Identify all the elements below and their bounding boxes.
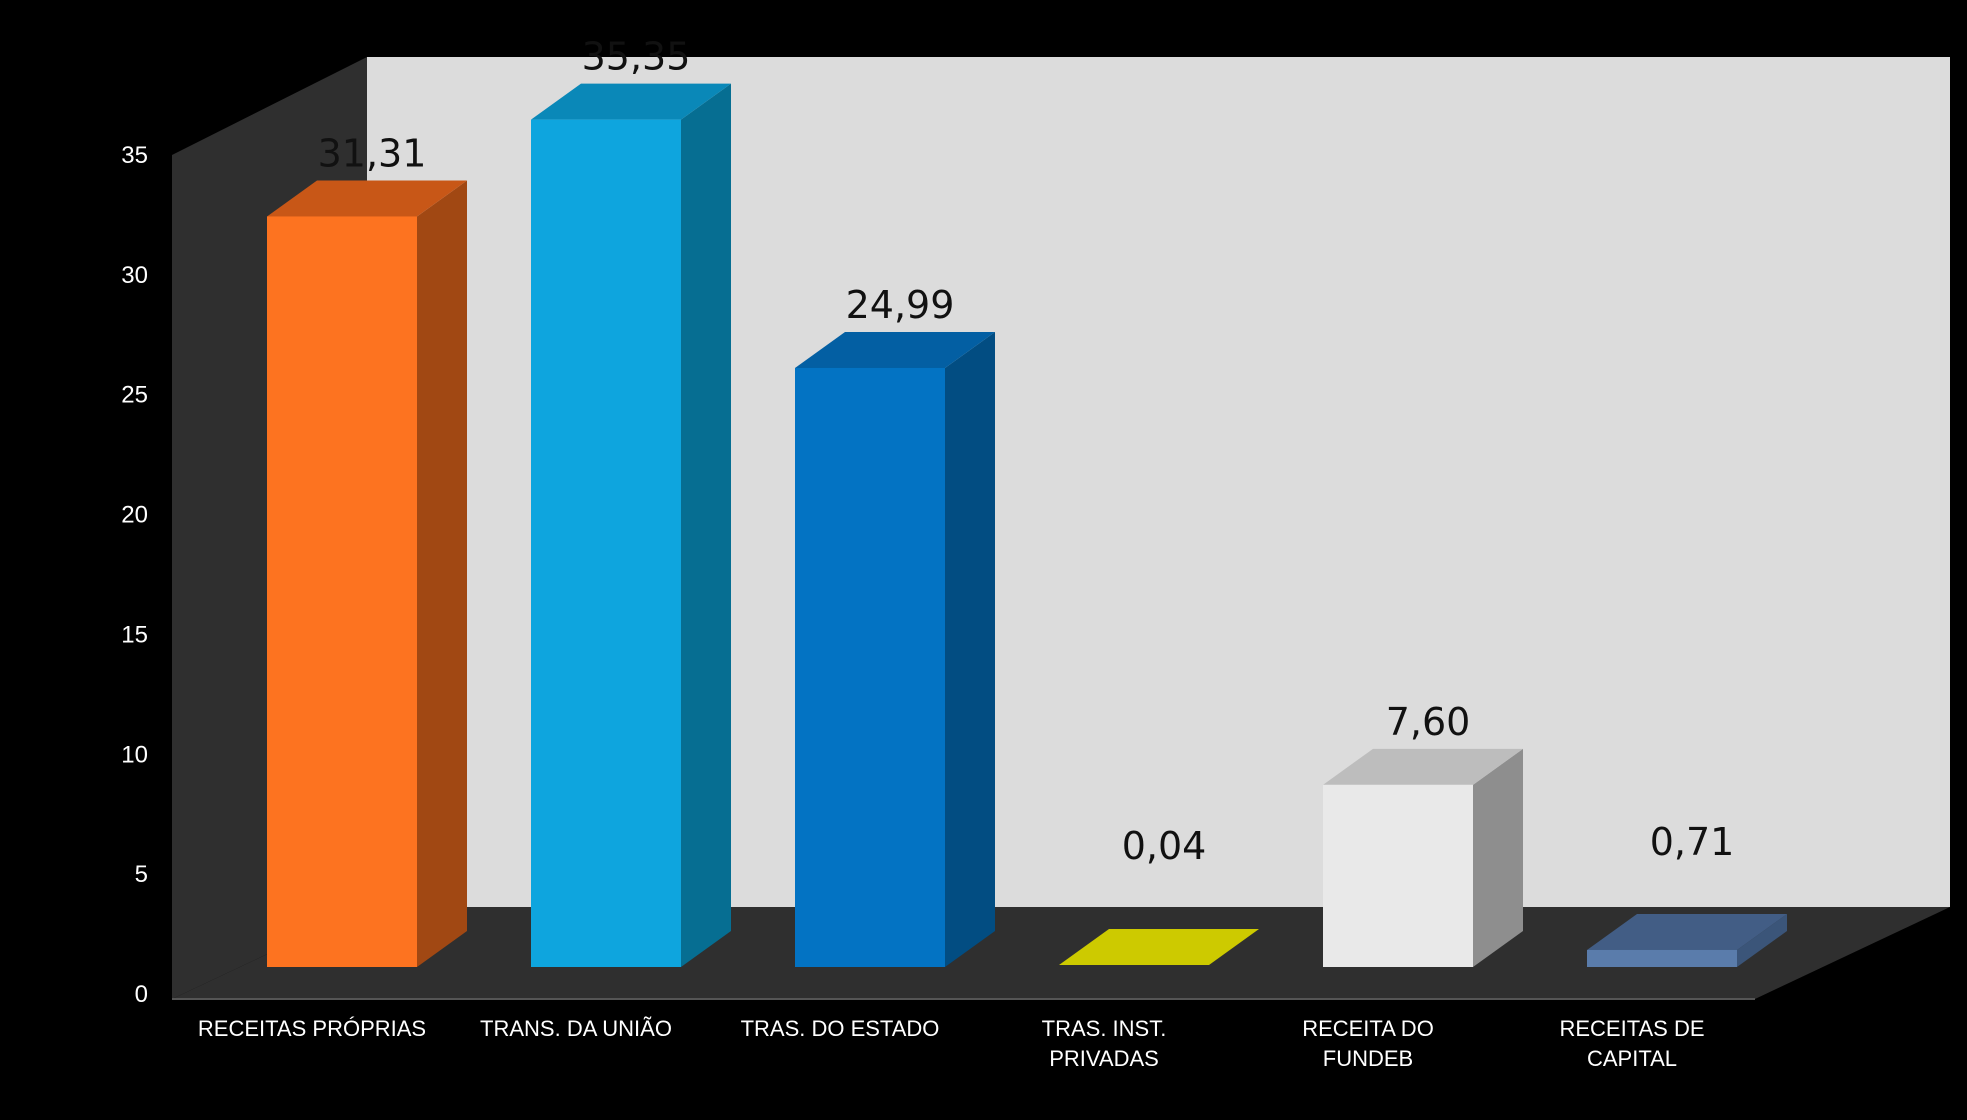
bar-front xyxy=(795,367,945,968)
x-tick-label: RECEITAS DE xyxy=(1559,1016,1704,1041)
x-tick-label: TRANS. DA UNIÃO xyxy=(480,1016,672,1041)
bar-front xyxy=(1323,784,1473,967)
bar-top xyxy=(1323,748,1523,785)
bar xyxy=(531,83,731,968)
bar-side xyxy=(1737,913,1787,967)
x-tick-label: CAPITAL xyxy=(1587,1046,1677,1071)
bar xyxy=(795,331,995,968)
x-tick-label: TRAS. INST. xyxy=(1042,1016,1167,1041)
y-tick-label: 35 xyxy=(121,142,148,169)
data-label: 35,35 xyxy=(582,35,691,79)
y-tick-label: 0 xyxy=(135,981,148,1008)
y-tick-label: 5 xyxy=(135,861,148,888)
bar-front xyxy=(267,216,417,967)
data-label: 0,71 xyxy=(1650,820,1735,864)
data-label: 24,99 xyxy=(846,283,955,327)
bar-front xyxy=(1587,949,1737,967)
bar xyxy=(1587,913,1787,967)
bar xyxy=(267,180,467,967)
x-tick-label: RECEITAS PRÓPRIAS xyxy=(198,1016,426,1041)
y-tick-label: 30 xyxy=(121,262,148,289)
bar xyxy=(1059,929,1259,965)
data-labels: 31,31 35,35 24,99 0,04 7,60 0,71 xyxy=(318,35,1735,868)
y-tick-label: 20 xyxy=(121,502,148,529)
y-tick-label: 25 xyxy=(121,382,148,409)
bar-side xyxy=(1473,748,1523,967)
bar-front xyxy=(531,119,681,968)
x-tick-label: TRAS. DO ESTADO xyxy=(741,1016,940,1041)
x-tick-label: FUNDEB xyxy=(1323,1046,1413,1071)
back-wall xyxy=(367,57,1950,907)
x-tick-label: RECEITA DO xyxy=(1302,1016,1434,1041)
data-label: 31,31 xyxy=(318,131,427,175)
bar-top xyxy=(795,331,995,368)
bar-top xyxy=(267,180,467,217)
bar-top xyxy=(531,83,731,120)
data-label: 7,60 xyxy=(1386,700,1471,744)
y-tick-label: 15 xyxy=(121,621,148,648)
bars xyxy=(267,83,1787,968)
bar xyxy=(1323,748,1523,967)
bar-side xyxy=(417,180,467,967)
x-tick-label: PRIVADAS xyxy=(1049,1046,1159,1071)
bar-side xyxy=(945,331,995,968)
bar-top xyxy=(1059,929,1259,965)
y-tick-label: 10 xyxy=(121,741,148,768)
bar-side xyxy=(681,83,731,968)
x-axis: RECEITAS PRÓPRIAS TRANS. DA UNIÃO TRAS. DO… xyxy=(198,1016,1705,1071)
bar-top xyxy=(1587,913,1787,950)
data-label: 0,04 xyxy=(1122,824,1207,868)
y-axis: 0 5 10 15 20 25 30 35 xyxy=(121,142,148,1008)
